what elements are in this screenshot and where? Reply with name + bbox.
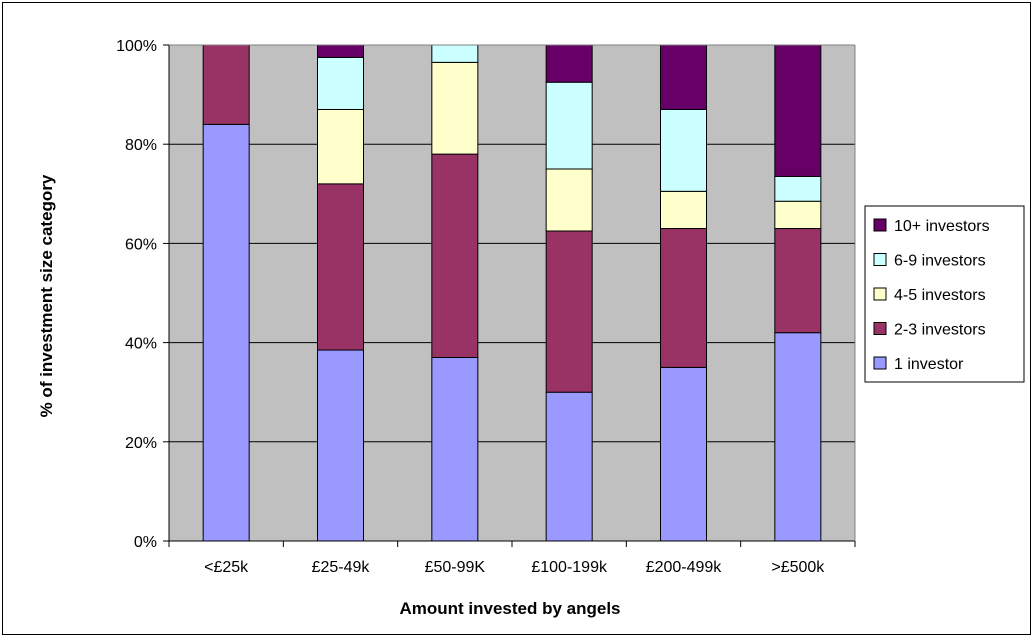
bar-segment xyxy=(317,183,364,351)
bar-segment xyxy=(660,366,707,542)
legend-swatch xyxy=(873,253,887,266)
bar-segment xyxy=(431,44,479,63)
bar-segment xyxy=(774,332,822,542)
legend-label: 1 investor xyxy=(894,356,964,373)
y-tick-label: 100% xyxy=(116,38,157,55)
legend: 10+ investors 6-9 investors 4-5 investors 2… xyxy=(864,205,1025,383)
x-tick-label: £100-199k xyxy=(531,559,608,576)
bar-segment xyxy=(660,108,707,192)
bar-segment xyxy=(202,44,250,125)
bar-segment xyxy=(545,81,593,170)
y-tick-label: 0% xyxy=(134,534,157,551)
x-tick-label: >£500k xyxy=(771,559,825,576)
legend-label: 2-3 investors xyxy=(894,322,986,339)
axes: 0% 20% 40% 60% 80% 100% <£25k £25-49k £50-99K £10… xyxy=(116,38,856,576)
y-tick-label: 40% xyxy=(125,336,157,353)
bar-segment xyxy=(431,61,479,155)
bar-segment xyxy=(545,44,593,83)
bar-segment xyxy=(545,230,593,393)
x-tick-label: <£25k xyxy=(204,559,249,576)
plot-background xyxy=(169,45,855,541)
bar-segment xyxy=(774,175,822,202)
legend-label: 4-5 investors xyxy=(894,287,986,304)
bar-segment xyxy=(660,44,707,110)
bar-segment xyxy=(545,168,593,232)
plot-area xyxy=(169,44,855,542)
y-axis-label: % of investment size category xyxy=(37,174,56,417)
bar-segment xyxy=(774,44,822,177)
bar-segment xyxy=(317,56,364,110)
x-tick-label: £50-99K xyxy=(425,559,486,576)
bar-segment xyxy=(317,349,364,542)
bar-segment xyxy=(660,190,707,230)
legend-label: 10+ investors xyxy=(894,218,990,235)
legend-swatch xyxy=(873,356,887,370)
bar-segment xyxy=(431,153,479,358)
bar-segment xyxy=(660,228,707,368)
bar-segment xyxy=(431,356,479,542)
y-tick-label: 80% xyxy=(125,137,157,154)
bar-segment xyxy=(774,200,822,230)
bar-segment xyxy=(202,123,250,542)
legend-swatch xyxy=(873,218,887,232)
legend-swatch xyxy=(873,322,887,335)
bar-segment xyxy=(545,391,593,542)
y-tick-label: 60% xyxy=(125,236,157,253)
y-tick-label: 20% xyxy=(125,435,157,452)
legend-label: 6-9 investors xyxy=(894,253,986,270)
bar-segment xyxy=(774,228,822,334)
legend-swatch xyxy=(873,287,887,301)
bar-segment xyxy=(317,44,364,58)
bar-segment xyxy=(317,108,364,185)
x-axis-label: Amount invested by angels xyxy=(399,599,620,618)
legend-box xyxy=(864,205,1025,383)
stacked-bar-chart: 0% 20% 40% 60% 80% 100% <£25k £25-49k £50-99K £10… xyxy=(37,38,1025,618)
x-tick-label: £200-499k xyxy=(646,559,723,576)
x-tick-label: £25-49k xyxy=(312,559,371,576)
